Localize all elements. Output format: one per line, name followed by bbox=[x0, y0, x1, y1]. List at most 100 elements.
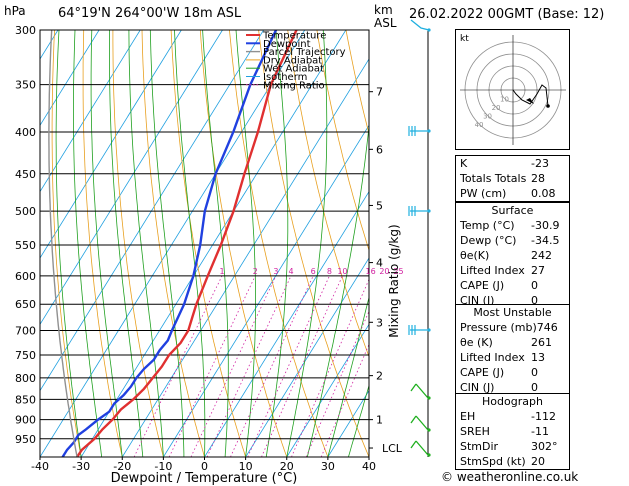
hodograph-stat-value: 302° bbox=[531, 440, 558, 453]
wet-adiabat-line bbox=[306, 121, 369, 457]
mixing-ratio-label: 25 bbox=[393, 267, 403, 276]
hodograph-ring-label: 30 bbox=[483, 112, 492, 120]
mixing-ratio-label: 6 bbox=[311, 267, 316, 276]
hodograph-stat-row: SREH -11 bbox=[456, 424, 569, 439]
mixing-ratio-line bbox=[190, 275, 277, 457]
hodograph-ring-label: 10 bbox=[500, 95, 509, 103]
pressure-label: 450 bbox=[15, 168, 36, 181]
pressure-label: 400 bbox=[15, 126, 36, 139]
most-unstable-value: 261 bbox=[531, 336, 552, 349]
most-unstable-row: Pressure (mb) 746 bbox=[456, 320, 569, 335]
km-tick-label: 3 bbox=[376, 316, 383, 329]
surface-label: Lifted Index bbox=[460, 264, 525, 277]
wet-adiabat-line bbox=[202, 30, 229, 457]
hpa-label: hPa bbox=[4, 4, 26, 18]
most-unstable-label: CIN (J) bbox=[460, 381, 495, 394]
wet-adiabat-line bbox=[348, 384, 369, 457]
surface-value: 0 bbox=[531, 294, 538, 307]
hodograph-stat-value: -112 bbox=[531, 410, 556, 423]
parcel-trajectory bbox=[48, 30, 78, 457]
mixing-ratio-label: 20 bbox=[379, 267, 389, 276]
most-unstable-label: Lifted Index bbox=[460, 351, 525, 364]
hodograph-stats-panel: Hodograph EH -112 SREH -11 StmDir 302° StmSpd … bbox=[455, 393, 570, 470]
hodograph-stat-row: EH -112 bbox=[456, 409, 569, 424]
mixing-ratio-line bbox=[305, 310, 369, 457]
surface-value: -34.5 bbox=[531, 234, 560, 247]
wind-point bbox=[427, 28, 431, 32]
most-unstable-value: 0 bbox=[531, 366, 538, 379]
legend-label: Temperature bbox=[262, 31, 326, 42]
x-tick-label: -30 bbox=[72, 460, 90, 473]
legend-label: Dewpoint bbox=[263, 39, 311, 50]
mixing-ratio-label: 10 bbox=[337, 267, 347, 276]
surface-row: θe(K) 242 bbox=[456, 248, 569, 263]
pressure-label: 500 bbox=[15, 205, 36, 218]
hodograph-kt-label: kt bbox=[460, 34, 469, 44]
isotherm-line bbox=[40, 30, 141, 193]
dry-adiabat-line bbox=[579, 30, 629, 457]
pressure-label: 550 bbox=[15, 239, 36, 252]
wind-point bbox=[427, 129, 431, 133]
surface-title: Surface bbox=[491, 204, 534, 217]
wet-adiabat-line bbox=[286, 30, 328, 457]
asl-label: ASL bbox=[374, 16, 397, 30]
pressure-label: 950 bbox=[15, 433, 36, 446]
hodograph-trace bbox=[512, 84, 549, 107]
isotherm-line bbox=[40, 30, 306, 457]
pressure-label: 750 bbox=[15, 349, 36, 362]
location-title: 64°19'N 264°00'W 18m ASL bbox=[58, 6, 242, 21]
index-label: PW (cm) bbox=[460, 187, 507, 200]
dry-adiabat-line bbox=[316, 30, 369, 252]
mixing-ratio-line bbox=[291, 278, 369, 457]
most-unstable-title: Most Unstable bbox=[473, 306, 552, 319]
hodograph-stat-label: StmSpd (kt) bbox=[460, 455, 526, 468]
wet-adiabat-line bbox=[128, 30, 164, 457]
wind-point bbox=[427, 209, 431, 213]
legend-label: Dry Adiabat bbox=[263, 55, 322, 66]
hodograph-stat-label: StmDir bbox=[460, 440, 499, 453]
isotherm-line bbox=[286, 323, 369, 457]
mixing-ratio-line bbox=[247, 275, 330, 457]
pressure-label: 650 bbox=[15, 298, 36, 311]
hodograph-stats-title: Hodograph bbox=[482, 395, 543, 408]
pressure-label: 300 bbox=[15, 24, 36, 37]
x-tick-label: 40 bbox=[362, 460, 376, 473]
isotherm-line bbox=[163, 124, 369, 457]
legend-label: Isotherm bbox=[263, 72, 307, 83]
isotherm-line bbox=[121, 58, 369, 457]
surface-row: CIN (J) 0 bbox=[456, 293, 569, 308]
hodograph-panel: kt 10 20 30 40 bbox=[455, 29, 570, 150]
dry-adiabat-line bbox=[170, 30, 246, 457]
wet-adiabat-line bbox=[90, 30, 123, 457]
legend-label: Mixing Ratio bbox=[263, 80, 325, 91]
index-label: K bbox=[460, 157, 468, 170]
hodograph-stat-value: 20 bbox=[531, 455, 545, 468]
surface-label: Temp (°C) bbox=[460, 219, 515, 232]
km-tick-label: 6 bbox=[376, 143, 383, 156]
most-unstable-value: 13 bbox=[531, 351, 545, 364]
mixing-ratio-line bbox=[168, 275, 256, 457]
km-tick-label: 5 bbox=[376, 199, 383, 212]
x-tick-label: -10 bbox=[154, 460, 172, 473]
x-tick-label: 30 bbox=[321, 460, 335, 473]
most-unstable-row: CAPE (J) 0 bbox=[456, 365, 569, 380]
surface-panel: Surface Temp (°C) -30.9 Dewp (°C) -34.5 θe(K… bbox=[455, 202, 570, 309]
surface-value: 27 bbox=[531, 264, 545, 277]
surface-row: Temp (°C) -30.9 bbox=[456, 218, 569, 233]
surface-row: CAPE (J) 0 bbox=[456, 278, 569, 293]
most-unstable-row: Lifted Index 13 bbox=[456, 350, 569, 365]
isotherm-line bbox=[40, 30, 100, 127]
surface-label: θe(K) bbox=[460, 249, 490, 262]
surface-row: Lifted Index 27 bbox=[456, 263, 569, 278]
wind-barb bbox=[410, 440, 429, 456]
isotherm-line bbox=[40, 30, 264, 392]
pressure-label: 850 bbox=[15, 393, 36, 406]
wind-point bbox=[427, 396, 431, 400]
credit-text: © weatheronline.co.uk bbox=[441, 470, 579, 484]
most-unstable-row: CIN (J) 0 bbox=[456, 380, 569, 395]
hodograph-stat-label: EH bbox=[460, 410, 476, 423]
legend-label: Parcel Trajectory bbox=[263, 47, 346, 58]
dewpoint-profile bbox=[61, 30, 278, 457]
temperature-profile bbox=[76, 30, 298, 457]
